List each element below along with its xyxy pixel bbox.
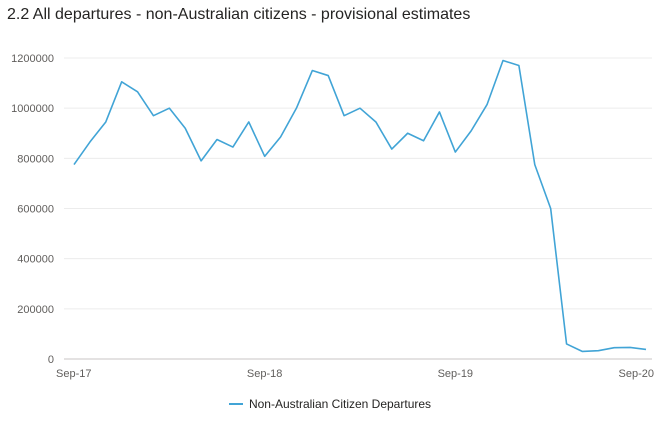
x-tick-label: Sep-17 (56, 368, 91, 380)
data-point-Sep-19[interactable] (452, 149, 458, 155)
data-point-May-18[interactable] (198, 158, 204, 164)
legend-swatch (228, 403, 243, 405)
data-point-Dec-19[interactable] (500, 58, 506, 64)
gridlines (64, 57, 652, 360)
x-tick-label: Sep-18 (247, 368, 282, 380)
data-point-Feb-19[interactable] (341, 113, 347, 119)
data-point-Jun-20[interactable] (595, 348, 601, 354)
data-point-Jun-19[interactable] (405, 130, 411, 136)
y-tick-label: 800000 (17, 153, 54, 165)
chart-title: 2.2 All departures - non-Australian citi… (7, 6, 471, 23)
data-point-Oct-17[interactable] (87, 139, 93, 145)
data-point-Aug-18[interactable] (246, 119, 252, 125)
data-point-Apr-20[interactable] (564, 341, 570, 347)
data-point-Jan-19[interactable] (325, 73, 331, 79)
y-tick-label: 0 (48, 354, 54, 366)
data-point-Nov-19[interactable] (484, 101, 490, 107)
data-point-Sep-17[interactable] (71, 162, 77, 168)
data-point-May-20[interactable] (579, 348, 585, 354)
data-point-Apr-18[interactable] (182, 125, 188, 131)
series-layer (71, 58, 649, 354)
data-point-Dec-17[interactable] (119, 79, 125, 85)
series-line-non-australian-citizen-departures[interactable] (73, 59, 647, 353)
data-point-Nov-17[interactable] (103, 119, 109, 125)
x-tick-label: Sep-20 (619, 368, 654, 380)
data-point-Apr-19[interactable] (373, 119, 379, 125)
data-point-Mar-20[interactable] (548, 206, 554, 212)
y-tick-label: 1200000 (11, 53, 54, 65)
data-point-Jul-19[interactable] (421, 138, 427, 144)
y-tick-label: 600000 (17, 204, 54, 216)
y-tick-label: 400000 (17, 254, 54, 266)
axes: 0 200000 400000 600000 800000 1000000 1200000 S… (11, 53, 654, 380)
data-point-Jun-18[interactable] (214, 137, 220, 143)
data-point-Sep-20[interactable] (643, 346, 649, 352)
data-point-Aug-20[interactable] (627, 344, 633, 350)
data-point-Jul-20[interactable] (611, 345, 617, 351)
legend[interactable]: Non-Australian Citizen Departures (0, 397, 660, 411)
data-point-Mar-19[interactable] (357, 105, 363, 111)
y-tick-label: 200000 (17, 304, 54, 316)
data-point-Jan-20[interactable] (516, 63, 522, 69)
y-tick-label: 1000000 (11, 103, 54, 115)
data-point-Sep-18[interactable] (262, 153, 268, 159)
data-point-Jul-18[interactable] (230, 144, 236, 150)
data-point-Aug-19[interactable] (436, 109, 442, 115)
data-point-Nov-18[interactable] (293, 105, 299, 111)
data-point-Jan-18[interactable] (135, 89, 141, 95)
data-point-Oct-18[interactable] (278, 134, 284, 140)
line-chart: 0 200000 400000 600000 800000 1000000 1200000 S… (11, 53, 654, 380)
data-point-Oct-19[interactable] (468, 128, 474, 134)
data-point-Mar-18[interactable] (166, 105, 172, 111)
legend-label: Non-Australian Citizen Departures (248, 397, 432, 411)
x-tick-label: Sep-19 (438, 368, 473, 380)
data-point-Dec-18[interactable] (309, 68, 315, 74)
data-point-Feb-18[interactable] (150, 113, 156, 119)
data-point-Feb-20[interactable] (532, 162, 538, 168)
data-point-May-19[interactable] (389, 146, 395, 152)
